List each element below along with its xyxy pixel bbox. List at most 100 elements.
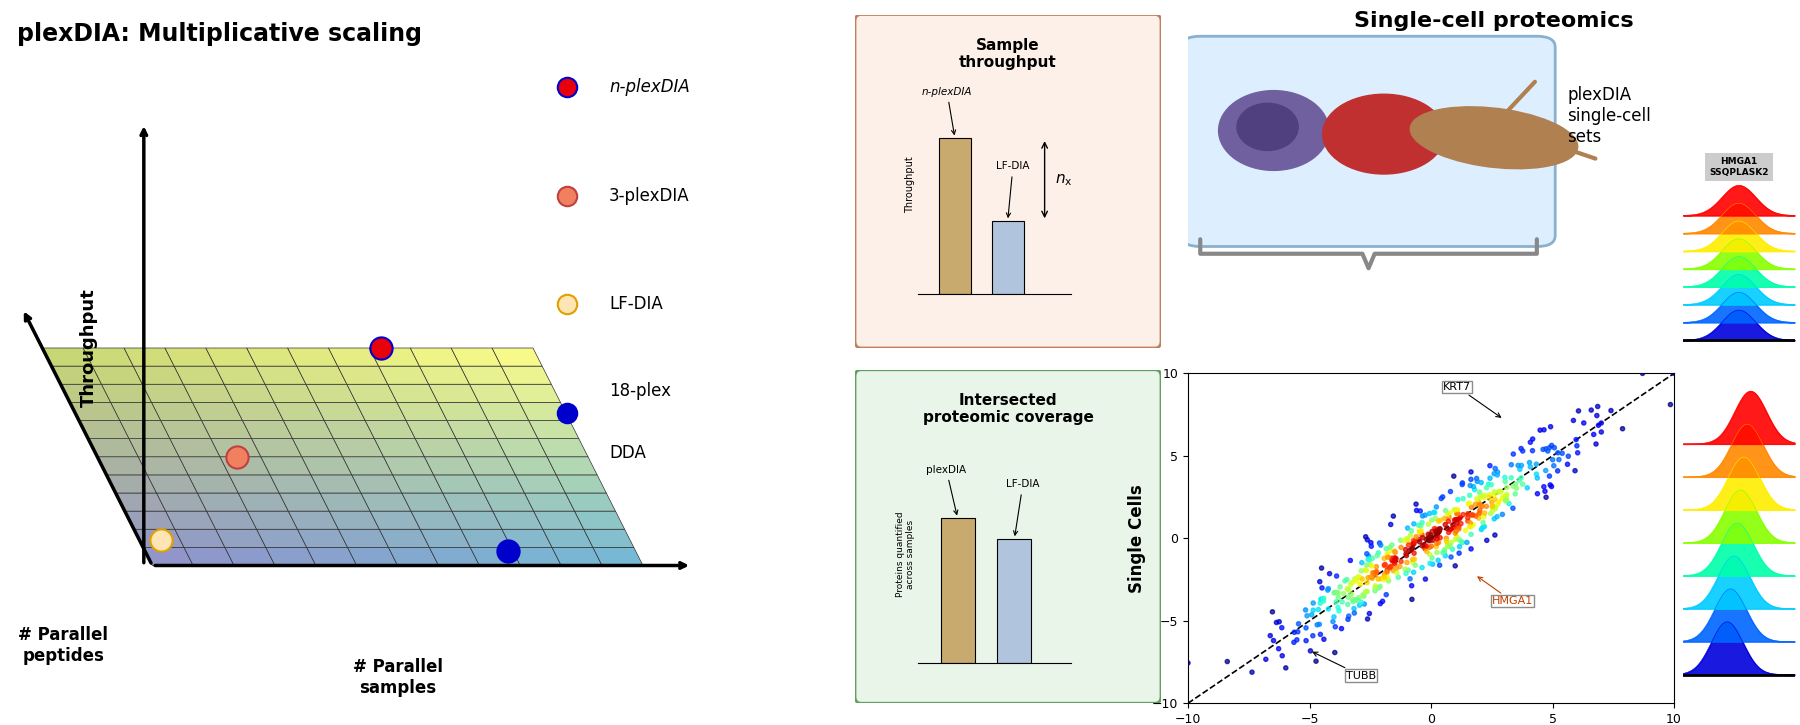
Point (1341, 573, 1370, 584)
Point (1424, 526, 1453, 538)
Point (1498, 472, 1526, 484)
Point (1350, 590, 1379, 602)
Point (1406, 505, 1435, 517)
Point (1505, 463, 1534, 475)
Point (1426, 523, 1454, 534)
Point (1341, 594, 1370, 605)
Point (1379, 510, 1408, 522)
Point (1296, 645, 1325, 657)
Point (1422, 526, 1451, 537)
Point (1436, 551, 1465, 563)
Text: KRT7: KRT7 (1444, 382, 1501, 418)
Point (1174, 657, 1202, 668)
Y-axis label: Single Cells: Single Cells (1129, 484, 1147, 593)
Text: DDA: DDA (608, 444, 646, 462)
Point (1431, 505, 1460, 516)
Point (1426, 515, 1454, 526)
Point (1381, 547, 1409, 558)
Point (1422, 501, 1451, 513)
Point (1319, 616, 1348, 627)
Point (1373, 566, 1402, 578)
Point (1361, 569, 1390, 581)
Point (1395, 573, 1424, 584)
Point (1379, 565, 1408, 576)
Point (1429, 547, 1458, 559)
Point (1399, 518, 1427, 530)
Point (1492, 490, 1521, 502)
Point (1458, 519, 1487, 531)
Point (1292, 610, 1321, 621)
Point (1521, 458, 1550, 470)
Point (1660, 368, 1688, 379)
Point (1507, 472, 1535, 484)
Point (1354, 534, 1382, 546)
Point (1339, 602, 1368, 614)
Point (1382, 563, 1411, 574)
Point (1447, 536, 1476, 548)
Point (1440, 514, 1469, 526)
Point (1584, 420, 1613, 431)
Point (1418, 526, 1447, 537)
Point (1355, 608, 1384, 619)
Point (1393, 534, 1422, 546)
Point (1381, 558, 1409, 570)
Point (1433, 541, 1462, 552)
Point (1534, 445, 1562, 457)
Ellipse shape (1323, 94, 1445, 174)
Point (1372, 543, 1400, 555)
Point (1442, 508, 1471, 520)
Point (1463, 509, 1492, 521)
Point (1321, 621, 1350, 633)
Point (1373, 565, 1402, 576)
Point (1377, 552, 1406, 564)
Point (1368, 595, 1397, 607)
Point (1433, 537, 1462, 549)
Point (1517, 434, 1546, 445)
Point (1397, 543, 1426, 555)
Point (1321, 596, 1350, 608)
Point (1471, 507, 1499, 519)
Point (1494, 498, 1523, 510)
Point (1465, 491, 1494, 502)
Point (1364, 547, 1393, 559)
Point (1535, 479, 1564, 491)
Point (1352, 531, 1381, 542)
Point (1584, 401, 1613, 413)
Point (1445, 513, 1474, 525)
Point (1478, 496, 1507, 507)
Point (1469, 517, 1498, 529)
Point (1539, 460, 1568, 471)
Point (1503, 460, 1532, 471)
Point (1478, 505, 1507, 517)
Point (1393, 564, 1422, 576)
Point (1325, 605, 1354, 617)
Point (1456, 480, 1485, 492)
Point (1399, 542, 1427, 554)
Point (1377, 518, 1406, 530)
Point (1328, 596, 1357, 608)
Point (1384, 571, 1413, 583)
Point (1354, 550, 1382, 562)
Point (1458, 509, 1487, 521)
Point (1471, 521, 1499, 532)
Point (1400, 536, 1429, 547)
Point (1481, 503, 1510, 515)
Text: $n_{\rm x}$: $n_{\rm x}$ (1055, 172, 1073, 188)
Point (1415, 549, 1444, 560)
Point (1303, 619, 1332, 631)
Point (1436, 540, 1465, 552)
Point (1373, 549, 1402, 560)
Point (1523, 488, 1552, 500)
Point (1361, 566, 1390, 578)
Point (1490, 492, 1519, 504)
Point (1399, 566, 1427, 578)
Point (1339, 594, 1368, 605)
Bar (997, 539, 1031, 663)
Point (1377, 560, 1406, 572)
Point (1516, 457, 1544, 468)
Point (1408, 562, 1436, 573)
Point (1469, 492, 1498, 503)
Point (1433, 533, 1462, 544)
Point (1535, 471, 1564, 482)
Point (1483, 466, 1512, 478)
